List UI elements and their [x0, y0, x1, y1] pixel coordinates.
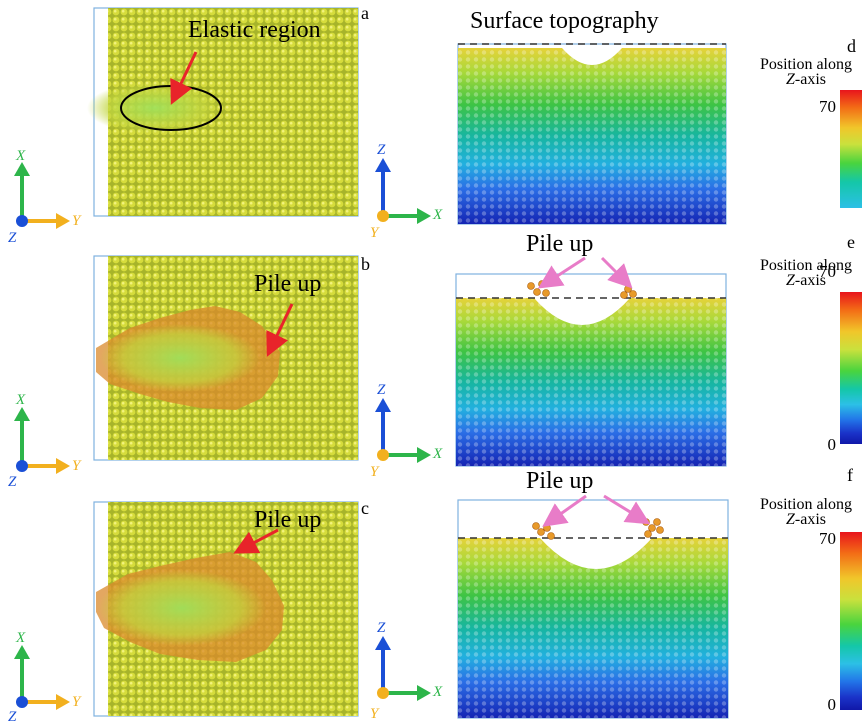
pile-up-arrow-f-right [603, 494, 651, 525]
axis-label-y-a: Y [72, 213, 81, 229]
panel-f-side-view [457, 494, 729, 719]
axis-triad-a [14, 162, 70, 229]
colorbar-title-line1: Position along [759, 257, 852, 274]
pile-up-arrow-e-right [600, 256, 633, 289]
surface-topography-title: Surface topography [470, 8, 659, 34]
colorbar-e [840, 292, 862, 444]
panel-a-atom-map [87, 7, 359, 217]
axis-label-y-d: Y [370, 225, 379, 241]
axis-triad-b [14, 407, 70, 474]
pile-up-label-b: Pile up [254, 271, 322, 297]
axis-label-y-c: Y [72, 694, 81, 710]
elastic-region-label: Elastic region [188, 17, 321, 43]
axis-label-z-f: Z [377, 620, 386, 636]
pile-up-arrow-f-left [542, 494, 587, 527]
panel-b-atom-map [93, 255, 359, 461]
axis-triad-f [375, 636, 431, 701]
panel-d-side-view [457, 43, 727, 225]
panel-letter-a: a [361, 3, 369, 23]
panel-e-side-view [455, 256, 727, 467]
axis-label-z-c: Z [8, 709, 17, 725]
panel-letter-c: c [361, 498, 369, 518]
panel-letter-b: b [361, 254, 370, 274]
colorbar-title-axis: Z [785, 71, 795, 88]
axis-label-z-e: Z [377, 382, 386, 398]
axis-label-z-d: Z [377, 142, 386, 158]
axis-label-x-f: X [433, 684, 443, 700]
colorbar-max-d: 70 [819, 97, 836, 116]
colorbar-max-e: 70 [819, 262, 836, 281]
axis-label-z-a: Z [8, 230, 17, 246]
colorbar-title-suffix: -axis [794, 272, 826, 289]
pile-up-label-c: Pile up [254, 507, 322, 533]
axis-triad-c [14, 645, 70, 710]
panel-c-atom-map [93, 501, 359, 717]
colorbar-title-line1: Position along [759, 56, 852, 73]
axis-label-x-c: X [16, 630, 26, 646]
axis-label-y-f: Y [370, 706, 379, 722]
axis-triad-e [375, 398, 431, 463]
axis-label-y-e: Y [370, 464, 379, 480]
colorbar-title-suffix: -axis [794, 71, 826, 88]
axis-label-x-d: X [433, 207, 443, 223]
panel-letter-f: f [847, 465, 853, 485]
colorbar-f [840, 532, 862, 710]
panel-letter-e: e [847, 232, 855, 252]
colorbar-title-e: Position along Z-axis [748, 257, 864, 289]
colorbar-title-axis: Z [785, 511, 795, 528]
elastic-region-arrow [170, 51, 198, 105]
pile-up-label-f: Pile up [526, 468, 594, 494]
axis-label-y-b: Y [72, 458, 81, 474]
pile-up-arrow-b [266, 303, 294, 357]
colorbar-title-line1: Position along [759, 496, 852, 513]
axis-label-z-b: Z [8, 474, 17, 490]
pile-up-arrow-e-left [537, 256, 586, 289]
pile-up-arrow-c [233, 528, 279, 554]
axis-label-x-e: X [433, 446, 443, 462]
panel-letter-d: d [847, 36, 856, 56]
colorbar-title-f: Position along Z-axis [748, 496, 864, 528]
axis-label-x-a: X [16, 148, 26, 164]
colorbar-d [840, 90, 862, 208]
colorbar-min-f: 0 [827, 695, 837, 714]
colorbar-max-f: 70 [819, 529, 836, 548]
axis-triad-d [375, 158, 431, 224]
axis-label-x-b: X [16, 392, 26, 408]
colorbar-min-e: 0 [827, 435, 837, 454]
colorbar-title-d: Position along Z-axis [748, 56, 864, 88]
colorbar-title-axis: Z [785, 272, 795, 289]
pile-up-label-e: Pile up [526, 231, 594, 257]
colorbar-title-suffix: -axis [794, 511, 826, 528]
